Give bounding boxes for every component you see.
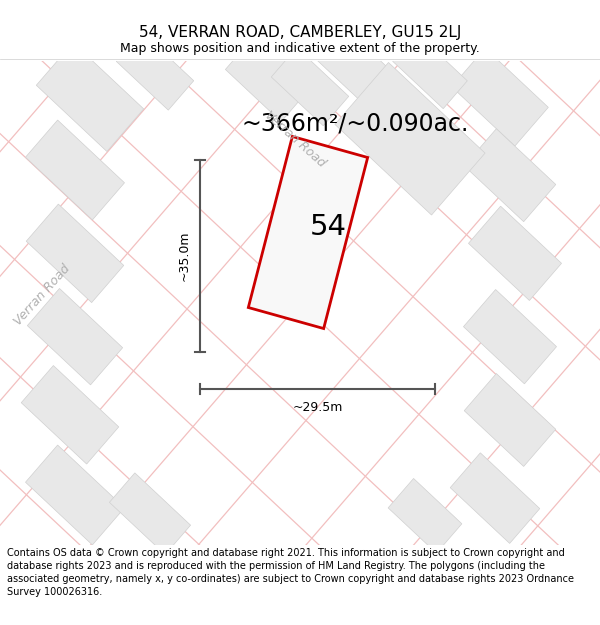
Polygon shape (28, 289, 122, 385)
Polygon shape (335, 62, 485, 215)
Text: Map shows position and indicative extent of the property.: Map shows position and indicative extent… (120, 42, 480, 55)
Polygon shape (109, 473, 191, 554)
Text: 54, VERRAN ROAD, CAMBERLEY, GU15 2LJ: 54, VERRAN ROAD, CAMBERLEY, GU15 2LJ (139, 25, 461, 40)
Text: 54: 54 (310, 213, 347, 241)
Polygon shape (21, 366, 119, 464)
Text: Contains OS data © Crown copyright and database right 2021. This information is : Contains OS data © Crown copyright and d… (7, 548, 574, 597)
Polygon shape (464, 129, 556, 222)
Polygon shape (271, 48, 349, 126)
Text: ~35.0m: ~35.0m (178, 231, 191, 281)
Text: ~366m²/~0.090ac.: ~366m²/~0.090ac. (241, 111, 469, 135)
Text: Verran Road: Verran Road (11, 262, 73, 328)
Polygon shape (392, 33, 467, 109)
Polygon shape (226, 31, 314, 122)
Polygon shape (316, 27, 404, 115)
Polygon shape (116, 32, 194, 110)
Text: Verran Road: Verran Road (262, 108, 328, 169)
Text: ~29.5m: ~29.5m (292, 401, 343, 414)
Polygon shape (452, 48, 548, 146)
Polygon shape (248, 136, 368, 329)
Polygon shape (463, 289, 557, 384)
Polygon shape (469, 206, 562, 301)
Polygon shape (25, 445, 125, 545)
Polygon shape (464, 374, 556, 466)
Polygon shape (388, 479, 462, 553)
Polygon shape (450, 453, 540, 543)
Polygon shape (36, 42, 144, 151)
Polygon shape (25, 120, 125, 220)
Polygon shape (26, 204, 124, 302)
